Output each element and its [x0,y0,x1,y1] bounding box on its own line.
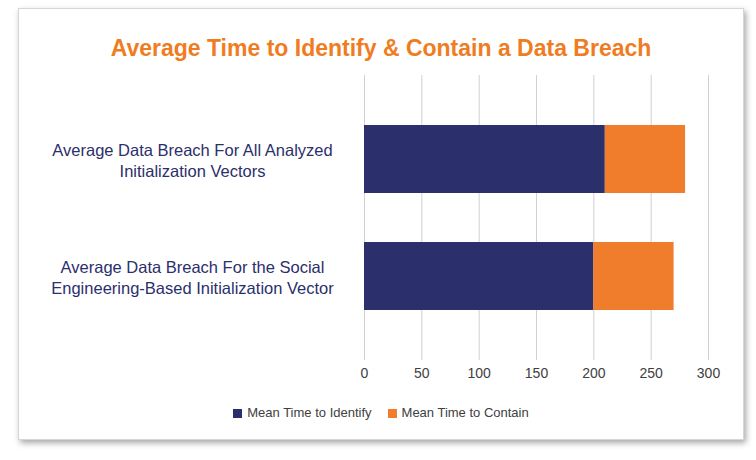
svg-text:250: 250 [639,365,663,381]
svg-text:150: 150 [525,365,549,381]
html-text:Average Time to Identify & Con: Average Time to Identify & Contain a Dat… [110,35,652,61]
svg-text:100: 100 [467,365,491,381]
html-text:Mean Time to Contain: Mean Time to Contain [401,405,529,420]
svg-text:Average Data Breach For All An: Average Data Breach For All AnalyzedInit… [52,141,332,180]
svg-text:300: 300 [697,365,721,381]
svg-text:0: 0 [361,365,369,381]
svg-text:200: 200 [582,365,606,381]
svg-text:Average Data Breach For the So: Average Data Breach For the SocialEngine… [51,258,334,297]
html-text:Mean Time to Identify: Mean Time to Identify [247,405,372,420]
svg-text:50: 50 [414,365,430,381]
